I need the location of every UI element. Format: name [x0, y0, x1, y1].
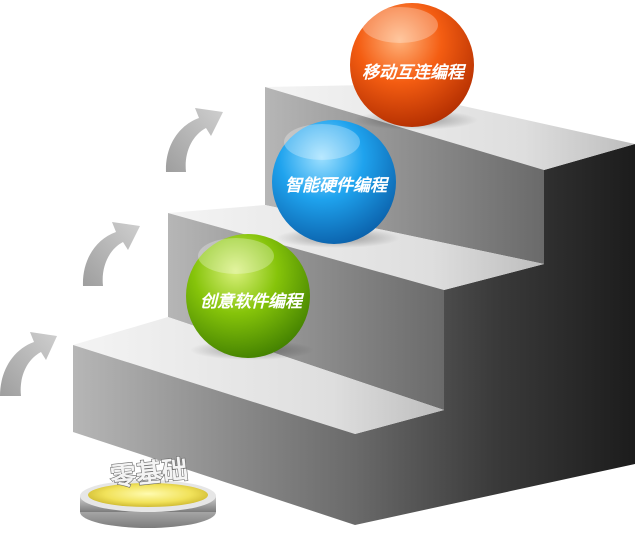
stair-step1-top	[73, 317, 444, 434]
step-ball-3: 移动互连编程	[350, 3, 478, 130]
step-ball-2: 智能硬件编程	[272, 120, 400, 248]
step-label-creative-software: 创意软件编程	[200, 292, 305, 312]
step-label-smart-hardware: 智能硬件编程	[285, 176, 390, 196]
curved-arrow-icon	[165, 108, 223, 172]
step-label-mobile-internet: 移动互连编程	[362, 63, 467, 83]
curved-arrow-icon	[82, 222, 140, 286]
progress-arrows	[0, 108, 223, 396]
base-disc: 零基础	[80, 454, 216, 528]
step-ball-1: 创意软件编程	[186, 234, 314, 360]
stair-side-face	[355, 144, 635, 525]
curved-arrow-icon	[0, 332, 57, 396]
stair-step1-front	[73, 345, 355, 525]
